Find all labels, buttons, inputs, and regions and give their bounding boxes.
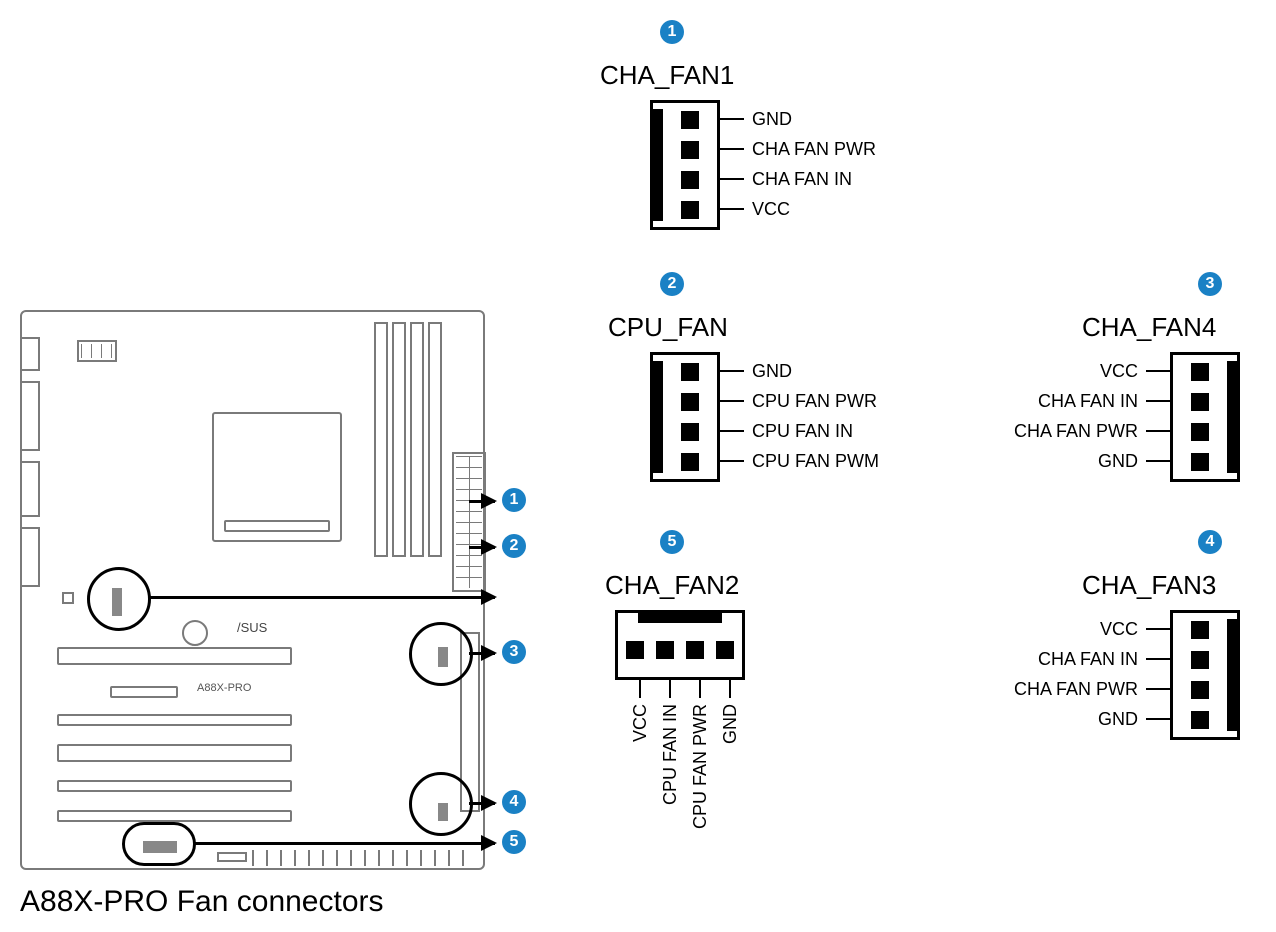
callout-circle-fan5-bottom (122, 822, 196, 866)
dimm-slot (428, 322, 442, 557)
connector-badge-cpu-fan: 2 (660, 272, 684, 296)
pin-label: GND (752, 109, 792, 130)
pci-slot (57, 714, 292, 726)
dimm-slot (392, 322, 406, 557)
eps-power-connector (77, 340, 117, 362)
connector-title-cha-fan4: CHA_FAN4 (1082, 312, 1216, 343)
callout-circle-fan5-left (87, 567, 151, 631)
pin-label: GND (1098, 451, 1138, 472)
connector-box-cha-fan3 (1170, 610, 1240, 740)
pin-label: CHA FAN IN (752, 169, 852, 190)
connector-title-cha-fan3: CHA_FAN3 (1082, 570, 1216, 601)
pin-label: VCC (1100, 361, 1138, 382)
callout-arrow (469, 546, 495, 549)
pin-label: GND (720, 704, 741, 744)
pin-label: CPU FAN PWR (752, 391, 877, 412)
pin-label: CPU FAN IN (660, 704, 681, 805)
pin-label: VCC (1100, 619, 1138, 640)
callout-arrow (150, 596, 495, 599)
callout-circle-fan3 (409, 622, 473, 686)
connector-badge-cha-fan3: 4 (1198, 530, 1222, 554)
callout-arrow (193, 842, 495, 845)
pin-label: VCC (752, 199, 790, 220)
board-model-label: A88X-PRO (197, 682, 251, 694)
pcie-x16-slot (57, 744, 292, 762)
pin-label: CPU FAN IN (752, 421, 853, 442)
figure-caption: A88X-PRO Fan connectors (20, 885, 384, 919)
atx-24pin (452, 452, 486, 592)
pin-label: GND (752, 361, 792, 382)
pci-slot (57, 810, 292, 822)
connector-title-cha-fan2: CHA_FAN2 (605, 570, 739, 601)
connector-box-cha-fan1 (650, 100, 720, 230)
connector-badge-cha-fan1: 1 (660, 20, 684, 44)
pin-label: CPU FAN PWR (690, 704, 711, 829)
pcie-x1-slot (110, 686, 178, 698)
connector-badge-cha-fan4: 3 (1198, 272, 1222, 296)
callout-arrow (469, 500, 495, 503)
connector-title-cha-fan1: CHA_FAN1 (600, 60, 734, 91)
pin-label: CHA FAN IN (1038, 649, 1138, 670)
connector-badge-cha-fan2: 5 (660, 530, 684, 554)
pin-label: VCC (630, 704, 651, 742)
pin-label: CHA FAN PWR (1014, 679, 1138, 700)
pin-label: CHA FAN PWR (1014, 421, 1138, 442)
callout-badge-5: 5 (502, 830, 526, 854)
cmos-battery (182, 620, 208, 646)
connector-box-cha-fan2 (615, 610, 745, 680)
dimm-slot (374, 322, 388, 557)
callout-circle-fan4 (409, 772, 473, 836)
callout-badge-2: 2 (502, 534, 526, 558)
callout-badge-4: 4 (502, 790, 526, 814)
bottom-pin-headers (252, 850, 473, 866)
front-header (217, 852, 247, 862)
cpu-socket (212, 412, 342, 542)
pin-label: GND (1098, 709, 1138, 730)
pin-label: CPU FAN PWM (752, 451, 879, 472)
callout-badge-3: 3 (502, 640, 526, 664)
pin-label: CHA FAN IN (1038, 391, 1138, 412)
io-small-chip (62, 592, 74, 604)
connector-title-cpu-fan: CPU_FAN (608, 312, 728, 343)
pin-label: CHA FAN PWR (752, 139, 876, 160)
rear-io-block (20, 337, 42, 597)
motherboard-outline: /SUS A88X-PRO (20, 310, 485, 870)
callout-arrow (469, 802, 495, 805)
connector-box-cpu-fan (650, 352, 720, 482)
pcie-x16-slot (57, 647, 292, 665)
callout-arrow (469, 652, 495, 655)
callout-badge-1: 1 (502, 488, 526, 512)
brand-logo-text: /SUS (237, 620, 267, 635)
pci-slot (57, 780, 292, 792)
connector-box-cha-fan4 (1170, 352, 1240, 482)
dimm-slot (410, 322, 424, 557)
